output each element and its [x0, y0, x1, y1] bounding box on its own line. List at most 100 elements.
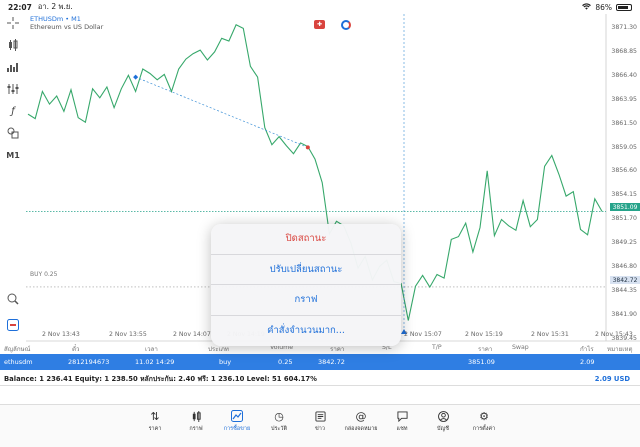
- col-price: ราคา: [478, 346, 493, 353]
- mail-at-icon: @: [355, 409, 367, 423]
- current-price-tag: 3851.09: [610, 203, 640, 211]
- buy-line-label: BUY 0.25: [30, 271, 58, 278]
- buy-order-icon[interactable]: ✚: [314, 20, 325, 29]
- function-icon[interactable]: ƒ: [11, 105, 15, 117]
- price-axis-label: 3856.60: [611, 167, 637, 175]
- col-open-price: ราคา: [330, 346, 345, 353]
- sell-order-icon[interactable]: [341, 20, 351, 30]
- tab-quotes[interactable]: ⇅ ราคา: [137, 409, 173, 433]
- balance-text: Balance: 1 236.41 Equity: 1 238.50 หลักป…: [4, 375, 317, 383]
- trade-close-marker: [305, 145, 310, 150]
- gear-icon: ⚙: [479, 409, 489, 423]
- tab-trade[interactable]: การซื้อขาย: [219, 409, 255, 433]
- col-symbol: สัญลักษณ์: [4, 346, 31, 353]
- quick-trade-icons: ✚: [314, 20, 351, 30]
- price-axis-label: 3854.15: [611, 191, 637, 199]
- tab-label: ประวัติ: [270, 426, 288, 432]
- bottom-tab-bar: ⇅ ราคา กราฟ การซื้อขาย ◷ ประวัติ ข่าว @ …: [0, 404, 640, 447]
- col-profit: กำไร: [580, 346, 594, 353]
- price-axis-label: 3868.85: [611, 47, 637, 55]
- price-series-line: [27, 24, 603, 321]
- battery-percent: 86%: [595, 2, 612, 12]
- tab-label: บัญชี: [437, 426, 449, 432]
- price-axis-label: 3866.40: [611, 71, 637, 79]
- price-axis-label: 3841.90: [611, 310, 637, 318]
- chart-canvas: [26, 14, 640, 342]
- tab-label: กราฟ: [189, 426, 203, 432]
- row-type: buy: [219, 358, 232, 366]
- trade-chart-icon: [230, 409, 244, 423]
- time-axis-label: 2 Nov 13:43: [42, 331, 80, 338]
- positions-table-header: สัญลักษณ์ ตั๋ว เวลา ประเภท Volume ราคา S…: [0, 342, 640, 354]
- crosshair-icon[interactable]: [6, 16, 20, 30]
- symbol-info: ETHUSDm • M1 Ethereum vs US Dollar: [30, 15, 104, 31]
- row-time: 11.02 14:29: [135, 358, 175, 366]
- col-type: ประเภท: [208, 346, 229, 353]
- col-volume: Volume: [270, 344, 294, 351]
- settings-sliders-icon[interactable]: [6, 82, 20, 96]
- price-axis-label: 3871.30: [611, 24, 637, 31]
- status-time: 22:07: [8, 2, 32, 12]
- tab-account[interactable]: บัญชี: [425, 409, 461, 433]
- tab-news[interactable]: ข่าว: [302, 409, 338, 433]
- row-volume: 0.25: [278, 358, 293, 366]
- tab-label: ข่าว: [315, 426, 325, 432]
- arrows-updown-icon: ⇅: [150, 409, 160, 423]
- zoom-icon[interactable]: [6, 292, 20, 306]
- col-sl: S/L: [382, 344, 392, 351]
- price-axis-label: 3849.25: [611, 239, 637, 247]
- tab-history[interactable]: ◷ ประวัติ: [261, 409, 297, 433]
- candles-type-icon[interactable]: [6, 38, 20, 52]
- row-symbol: ethusdm: [4, 358, 33, 366]
- tab-label: ราคา: [148, 426, 162, 432]
- price-axis-label: 3863.95: [611, 95, 637, 103]
- tab-settings[interactable]: ⚙ การตั้งค่า: [466, 409, 502, 433]
- wifi-icon: [582, 2, 592, 12]
- total-profit: 2.09 USD: [594, 374, 630, 383]
- price-axis-label: 3851.70: [611, 215, 637, 223]
- row-current-price: 3851.09: [468, 358, 495, 366]
- symbol-description: Ethereum vs US Dollar: [30, 23, 104, 31]
- one-click-trading-icon[interactable]: [6, 318, 20, 332]
- history-icon: ◷: [274, 409, 284, 423]
- row-open-price: 3842.72: [318, 358, 345, 366]
- modify-position-button[interactable]: ปรับเปลี่ยนสถานะ: [211, 255, 401, 285]
- battery-fill: [618, 5, 629, 9]
- tab-chart[interactable]: กราฟ: [178, 409, 214, 433]
- timeframe-button[interactable]: M1: [6, 150, 20, 160]
- indicators-icon[interactable]: [6, 60, 20, 74]
- price-axis-label: 3859.05: [611, 143, 637, 151]
- col-ticket: ตั๋ว: [72, 346, 80, 353]
- time-axis-label: 2 Nov 15:19: [465, 331, 503, 338]
- time-axis-label: 2 Nov 14:07: [173, 331, 211, 338]
- trade-connector-line: [135, 76, 308, 148]
- status-bar: 22:07 อา. 2 พ.ย. 86%: [0, 0, 640, 14]
- status-date: อา. 2 พ.ย.: [37, 2, 73, 11]
- trade-open-marker: [133, 74, 139, 80]
- tab-mailbox[interactable]: @ กล่องจดหมาย: [343, 409, 379, 433]
- close-position-button[interactable]: ปิดสถานะ: [211, 224, 401, 255]
- symbol-name: ETHUSDm: [30, 15, 64, 23]
- symbol-timeframe: M1: [71, 15, 81, 23]
- candles-icon: [189, 409, 203, 423]
- chart-button[interactable]: กราฟ: [211, 285, 401, 316]
- chart-toolbar: ƒ M1: [0, 14, 26, 349]
- news-icon: [313, 409, 327, 423]
- col-time: เวลา: [145, 346, 158, 353]
- price-chart[interactable]: ETHUSDm • M1 Ethereum vs US Dollar ✚ BUY…: [26, 14, 640, 349]
- position-context-menu: ปิดสถานะ ปรับเปลี่ยนสถานะ กราฟ คำสั่งจำน…: [211, 224, 401, 346]
- balance-summary: Balance: 1 236.41 Equity: 1 238.50 หลักป…: [0, 372, 640, 386]
- table-row[interactable]: ethusdm 2812194673 11.02 14:29 buy 0.25 …: [0, 354, 640, 370]
- time-axis-label: 2 Nov 15:43: [595, 331, 633, 338]
- time-axis-label: 2 Nov 15:07: [404, 331, 442, 338]
- account-icon: [436, 409, 450, 423]
- price-axis-label: 3846.80: [611, 263, 637, 270]
- col-tp: T/P: [432, 344, 442, 351]
- tab-chat[interactable]: แชท: [384, 409, 420, 433]
- col-swap: Swap: [512, 344, 529, 351]
- tab-label: กล่องจดหมาย: [344, 426, 378, 432]
- battery-icon: [616, 3, 632, 11]
- objects-icon[interactable]: [6, 126, 20, 140]
- order-price-tag: 3842.72: [610, 276, 640, 284]
- bulk-operations-button[interactable]: คำสั่งจำนวนมาก...: [267, 325, 345, 337]
